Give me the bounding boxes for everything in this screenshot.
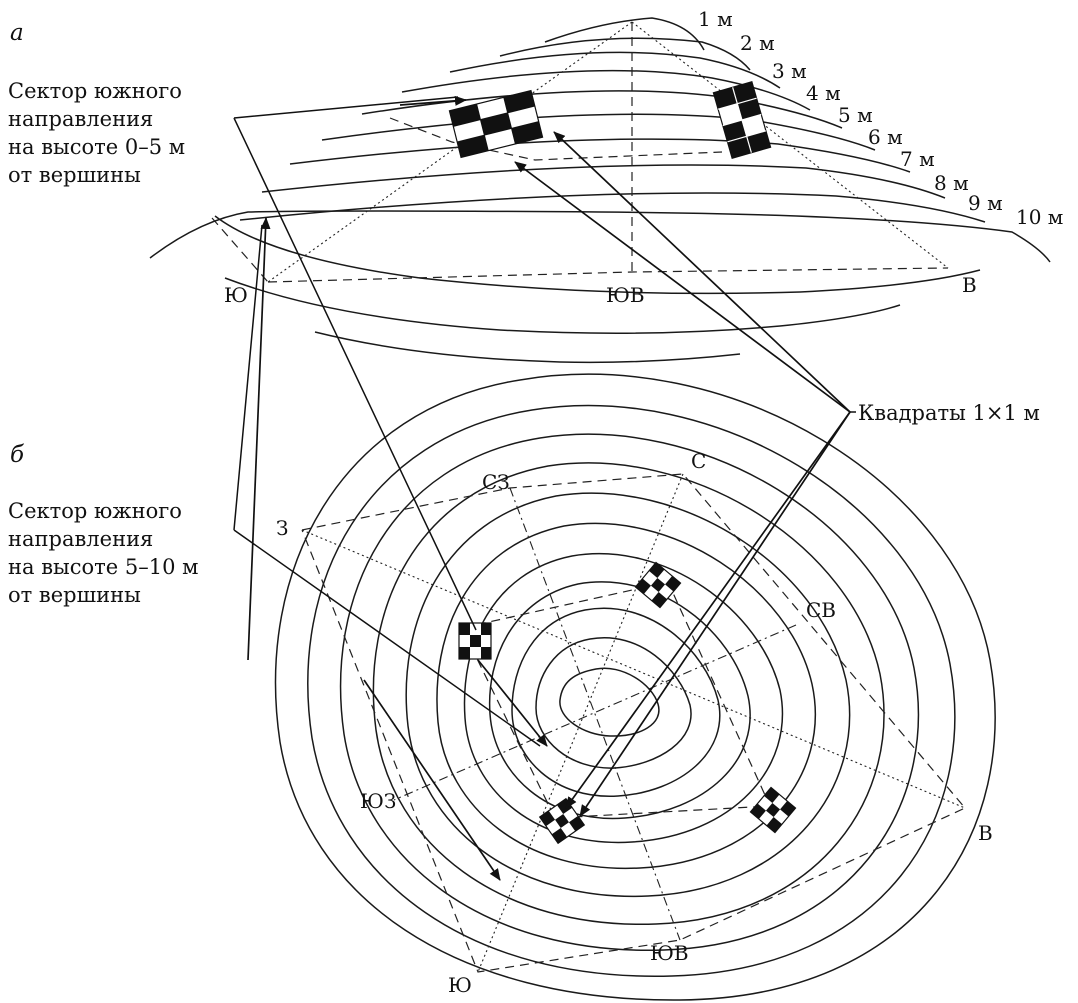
- height-label-3m: 3 м: [772, 59, 807, 83]
- panel-b-label-northwest: СЗ: [482, 470, 510, 494]
- panel-a-letter: а: [10, 20, 24, 46]
- arrow-to-square-a-left: [514, 161, 851, 413]
- panel-b-label-north: С: [691, 449, 706, 473]
- panel-a-label-east: В: [962, 273, 977, 297]
- panel-a-sector-band: [389, 117, 723, 161]
- panel-b-label-east: В: [978, 821, 993, 845]
- hill-contour-2: [499, 37, 751, 71]
- map-contour-outer: [274, 373, 996, 1001]
- panel-b-label-west: З: [276, 516, 288, 540]
- panel-a-ridge-south: [267, 21, 633, 283]
- inner-sector-boundary: [461, 581, 771, 819]
- panel-a-label-southeast: ЮВ: [606, 283, 645, 307]
- panel-b-labels: б Сектор южного направления на высоте 5–…: [8, 442, 993, 997]
- arrow-lower-sector-up: [247, 217, 271, 661]
- hill-base-contour-2: [224, 277, 901, 334]
- map-contour-5: [463, 552, 784, 844]
- panel-a-caption-line-2: направления: [8, 107, 153, 131]
- panel-a-caption-line-4: от вершины: [8, 163, 141, 187]
- squares-panel-a-left: [448, 89, 544, 159]
- hill-contour-5: [361, 90, 843, 129]
- height-label-6m: 6 м: [868, 125, 903, 149]
- sampling-square-icon: [712, 81, 772, 159]
- hill-contour-1: [544, 17, 705, 51]
- squares-panel-b-south: [538, 797, 586, 845]
- arrow-west-square-down: [477, 659, 548, 747]
- outer-boundary: [301, 473, 966, 973]
- panel-a-caption-line-3: на высоте 0–5 м: [8, 135, 185, 159]
- map-contour-7: [405, 492, 851, 898]
- panel-b-label-south: Ю: [448, 973, 472, 997]
- squares-panel-b-north: [634, 561, 682, 609]
- height-label-10m: 10 м: [1016, 205, 1063, 229]
- squares-panel-a-right: [712, 81, 772, 159]
- panel-b-caption-line-2: направления: [8, 527, 153, 551]
- height-label-2m: 2 м: [740, 31, 775, 55]
- height-label-4m: 4 м: [806, 81, 841, 105]
- pointer-sector-lower: [233, 224, 541, 747]
- sampling-square-icon: [749, 786, 797, 834]
- panel-b-direction-lines: [301, 473, 966, 973]
- panel-a-ridge-east: [631, 21, 949, 269]
- hill-base-contour-1: [214, 215, 981, 295]
- hill-contour-6: [321, 113, 876, 151]
- panel-a-labels: а Сектор южного направления на высоте 0–…: [8, 7, 1063, 307]
- panel-b-contour-map: [274, 373, 996, 1001]
- panel-a-base-line: [267, 267, 949, 283]
- map-contour-8: [372, 462, 885, 925]
- hill-contour-7: [289, 138, 911, 173]
- squares-panel-b-east: [749, 786, 797, 834]
- arrow-to-square-b-south-1: [565, 411, 851, 809]
- map-contour-1: [559, 667, 660, 737]
- panel-b-caption-line-4: от вершины: [8, 583, 141, 607]
- panel-a-hill: [149, 17, 1051, 364]
- panel-b-caption-line-1: Сектор южного: [8, 499, 182, 523]
- arrow-lower-sector-down: [363, 679, 501, 881]
- sector-pointers: [233, 95, 548, 881]
- panel-a-caption-line-1: Сектор южного: [8, 79, 182, 103]
- panel-b-label-southeast: ЮВ: [650, 941, 689, 965]
- map-contour-10: [307, 404, 956, 977]
- squares-label: Квадраты 1×1 м: [858, 401, 1040, 425]
- panel-b-label-northeast: СВ: [806, 598, 836, 622]
- hill-contour-8: [261, 164, 946, 199]
- hill-contour-3: [449, 51, 781, 89]
- height-label-1m: 1 м: [698, 7, 733, 31]
- arrow-upper-sector: [399, 95, 467, 106]
- panel-b-caption-line-3: на высоте 5–10 м: [8, 555, 198, 579]
- height-label-9m: 9 м: [968, 191, 1003, 215]
- map-contour-9: [339, 433, 920, 951]
- panel-b-label-southwest: ЮЗ: [360, 789, 396, 813]
- sampling-square-icon: [634, 561, 682, 609]
- hill-contour-10: [149, 210, 1051, 263]
- pointer-sector-upper: [233, 96, 477, 631]
- map-contour-6: [436, 522, 817, 870]
- sampling-square-icon: [448, 89, 544, 159]
- hill-base-contour-3: [314, 331, 741, 364]
- arrow-to-square-a-right: [553, 131, 851, 413]
- map-contour-4: [488, 581, 751, 820]
- hill-contour-9: [239, 192, 986, 223]
- axis-northwest-southeast: [509, 487, 681, 941]
- map-contour-3: [511, 607, 721, 797]
- sampling-square-icon: [538, 797, 586, 845]
- height-label-7m: 7 м: [900, 147, 935, 171]
- arrow-to-square-b-south-2: [579, 411, 851, 817]
- height-label-5m: 5 м: [838, 103, 873, 127]
- panel-a-label-south: Ю: [224, 283, 248, 307]
- hill-contour-4: [401, 69, 811, 111]
- squares-pointers: [514, 131, 856, 817]
- height-label-8m: 8 м: [934, 171, 969, 195]
- axis-northeast-southwest: [393, 624, 797, 801]
- panel-b-letter: б: [10, 442, 25, 468]
